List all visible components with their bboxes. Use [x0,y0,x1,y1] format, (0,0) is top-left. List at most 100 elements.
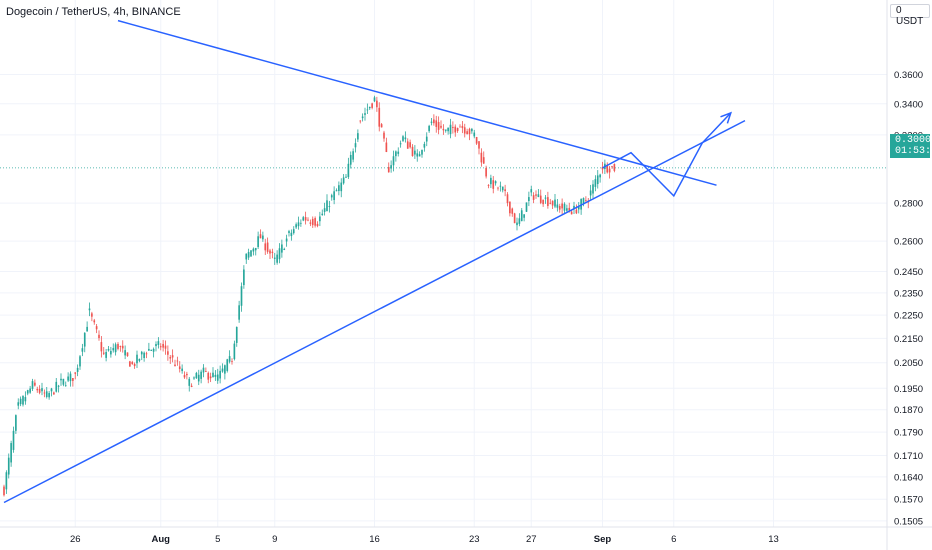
candle-body [442,128,445,131]
candle-body [19,398,22,405]
candle-body [575,209,578,214]
candle-body [433,119,435,124]
candle-body [269,250,271,254]
candle-body [456,128,459,132]
candle-body [397,151,400,154]
candle-body [376,100,378,108]
candle-body [233,343,236,360]
candle-body [501,186,504,191]
candle-body [290,232,293,237]
candle-body [169,357,172,359]
candle-body [599,174,601,178]
y-tick-label: 0.2050 [894,358,923,369]
candle-body [105,352,107,358]
currency-unit-button[interactable]: 0 USDT [890,4,930,27]
projection-path[interactable] [602,112,732,198]
candle-body [404,137,407,140]
candle-body [259,234,262,239]
candle-body [328,206,331,207]
candle-body [10,443,12,463]
candle-body [257,236,259,248]
candle-body [596,175,599,185]
candle-body [297,222,300,227]
candle-body [212,372,214,378]
candle-body [577,206,580,210]
candle-body [24,397,27,402]
trendline[interactable] [3,119,746,504]
candle-body [435,120,438,127]
x-tick-label: 5 [215,534,220,545]
candle-body [611,166,613,167]
candle-body [254,247,257,251]
candle-body [330,195,333,198]
candle-body [143,352,145,359]
candle-body [119,346,122,347]
candle-body [193,377,195,379]
candle-body [45,391,48,397]
candle-body [53,392,55,395]
candle-body [518,218,521,224]
candle-body [475,136,478,144]
candle-body [155,344,157,347]
candle-body [468,128,471,135]
grid [0,0,887,527]
candle-body [461,125,464,129]
candle-body [319,216,321,222]
candle-body [333,191,335,200]
candle-body [338,185,340,192]
candle-body [399,143,402,145]
candle-body [466,131,468,135]
candle-body [471,128,473,132]
candle-body [463,127,466,134]
candle-body [167,351,169,355]
candle-body [86,326,88,332]
candle-body [309,222,312,224]
candle-body [74,372,77,374]
candle-body [264,243,267,251]
candle-body [549,202,552,204]
candle-body [117,343,119,349]
y-tick-label: 0.2250 [894,311,923,322]
candle-body [5,472,8,490]
trendline[interactable] [117,19,717,186]
candle-body [528,197,530,202]
candle-body [554,199,556,207]
candle-body [411,146,414,156]
current-price-label: 0.3000 01:53:15 [890,134,932,158]
candle-body [281,244,283,253]
candle-body [385,142,388,153]
time-axis-ticks[interactable]: 26 Aug 5 9 16 23 27 Sep 6 13 [70,534,779,545]
candle-body [133,363,136,367]
candle-body [57,385,60,387]
candle-body [278,248,281,260]
candle-body [41,388,43,392]
candle-body [226,359,229,371]
candle-body [520,210,523,222]
candle-body [430,121,433,123]
candle-body [368,106,371,109]
candle-body [79,356,81,367]
candle-body [418,154,421,157]
y-tick-label: 0.2600 [894,237,923,248]
candle-body [347,163,350,178]
candle-body [561,203,563,209]
candle-body [352,151,354,160]
candle-body [207,372,210,380]
candle-body [266,242,269,252]
candle-body [509,201,511,214]
candle-body [285,238,288,242]
candle-body [72,377,74,381]
candle-body [183,375,186,378]
candle-body [447,127,449,132]
candle-body [513,213,516,224]
candle-body [76,367,79,372]
candle-body [273,257,276,259]
candle-body [231,361,233,362]
candle-body [378,107,381,127]
candle-body [91,313,93,317]
candle-body [121,345,124,349]
candle-body [349,154,352,165]
y-tick-label: 0.2450 [894,267,923,278]
drawings[interactable] [3,19,746,504]
